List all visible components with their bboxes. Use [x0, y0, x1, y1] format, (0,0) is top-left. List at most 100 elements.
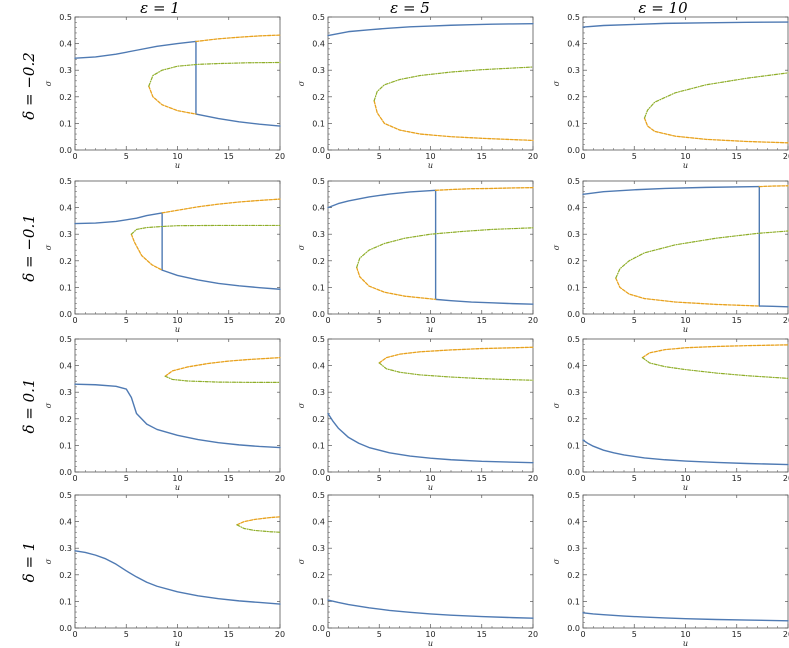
x-tick-label: 15: [477, 152, 487, 161]
x-tick-label: 5: [632, 316, 637, 325]
x-tick-label: 10: [425, 152, 435, 161]
series-line-solid: [74, 383, 281, 449]
series-line-dashed: [356, 266, 437, 301]
x-tick-label: 15: [732, 152, 742, 161]
x-tick-label: 20: [275, 630, 285, 639]
plot-frame: [327, 180, 534, 315]
y-tick-label: 0.4: [59, 518, 72, 527]
x-tick-label: 5: [632, 152, 637, 161]
plot-frame: [327, 494, 534, 629]
row-header-4: δ = 1: [20, 542, 38, 583]
x-tick-label: 0: [580, 630, 585, 639]
y-tick-label: 0.3: [567, 388, 580, 397]
series-line-dashed: [130, 233, 163, 271]
series-line-solid: [582, 439, 789, 466]
x-axis-label: u: [175, 639, 180, 648]
plot-frame: [74, 494, 281, 629]
x-tick-label: 0: [72, 316, 77, 325]
y-tick-label: 0.2: [59, 93, 72, 102]
x-tick-label: 0: [72, 630, 77, 639]
row-header-3: δ = 0.1: [20, 379, 38, 434]
y-tick-label: 0.2: [567, 415, 580, 424]
x-tick-label: 10: [425, 474, 435, 483]
y-tick-label: 0.4: [59, 362, 72, 371]
series-line-dashdot: [164, 375, 281, 383]
series-line-dashed: [378, 346, 534, 364]
series-line-solid: [758, 305, 789, 308]
y-tick-label: 0.4: [567, 204, 580, 213]
panel-r4-c3: 0 5 10 15 20 0.0 0.1 0.2 0.3 0.4 0.5 u σ: [552, 491, 789, 648]
x-tick-label: 5: [377, 474, 382, 483]
panel-r1-c3: 0 5 10 15 20 0.0 0.1 0.2 0.3 0.4 0.5 u σ: [552, 13, 789, 170]
y-tick-label: 0.4: [567, 40, 580, 49]
x-tick-label: 5: [632, 474, 637, 483]
x-tick-label: 20: [528, 152, 538, 161]
y-axis-label: σ: [297, 80, 306, 86]
panel-r4-c1: 0 5 10 15 20 0.0 0.1 0.2 0.3 0.4 0.5 u σ: [44, 491, 285, 648]
y-tick-label: 0.1: [59, 597, 72, 606]
series-line-dashed: [161, 198, 281, 214]
y-tick-label: 0.3: [312, 388, 325, 397]
series-line-dashdot: [643, 72, 789, 119]
x-tick-label: 5: [124, 152, 129, 161]
y-tick-label: 0.3: [59, 388, 72, 397]
x-tick-label: 5: [124, 630, 129, 639]
y-tick-label: 0.1: [567, 119, 580, 128]
series-line-solid: [74, 40, 197, 59]
y-tick-label: 0.4: [312, 204, 325, 213]
series-line-dashdot: [373, 66, 534, 102]
column-header-2: ε = 5: [390, 0, 430, 17]
x-tick-label: 10: [425, 316, 435, 325]
plot-frame: [327, 16, 534, 151]
x-tick-label: 10: [680, 316, 690, 325]
y-tick-label: 0.4: [59, 204, 72, 213]
y-tick-label: 0.0: [312, 310, 325, 319]
y-tick-label: 0.5: [312, 13, 325, 22]
y-tick-label: 0.2: [59, 571, 72, 580]
series-line-solid: [327, 189, 437, 209]
x-tick-label: 15: [224, 474, 234, 483]
y-axis-label: σ: [297, 558, 306, 564]
x-tick-label: 10: [425, 630, 435, 639]
x-tick-label: 5: [632, 630, 637, 639]
x-tick-label: 15: [224, 152, 234, 161]
series-line-solid: [74, 550, 281, 605]
x-axis-label: u: [683, 161, 688, 170]
x-tick-label: 15: [224, 630, 234, 639]
plot-frame: [582, 16, 789, 151]
y-tick-label: 0.5: [567, 177, 580, 186]
x-axis-label: u: [428, 483, 433, 492]
y-tick-label: 0.3: [567, 66, 580, 75]
panel-r1-c1: 0 5 10 15 20 0.0 0.1 0.2 0.3 0.4 0.5 u σ: [44, 13, 285, 170]
x-tick-label: 20: [783, 630, 789, 639]
y-tick-label: 0.2: [567, 257, 580, 266]
y-tick-label: 0.0: [59, 624, 72, 633]
y-tick-label: 0.1: [59, 441, 72, 450]
x-tick-label: 5: [124, 316, 129, 325]
y-axis-label: σ: [552, 402, 561, 408]
y-axis-label: σ: [552, 244, 561, 250]
x-tick-label: 20: [528, 474, 538, 483]
x-tick-label: 0: [72, 152, 77, 161]
y-tick-label: 0.4: [59, 40, 72, 49]
series-line-dashed: [615, 277, 760, 307]
x-axis-label: u: [428, 325, 433, 334]
series-line-dashed: [148, 85, 197, 115]
y-tick-label: 0.1: [59, 119, 72, 128]
series-line-dashdot: [236, 524, 281, 533]
series-line-dashdot: [356, 227, 534, 269]
y-tick-label: 0.1: [312, 283, 325, 292]
y-tick-label: 0.2: [312, 571, 325, 580]
panel-r1-c2: 0 5 10 15 20 0.0 0.1 0.2 0.3 0.4 0.5 u σ: [297, 13, 538, 170]
y-tick-label: 0.1: [312, 597, 325, 606]
y-tick-label: 0.2: [59, 257, 72, 266]
panel-r4-c2: 0 5 10 15 20 0.0 0.1 0.2 0.3 0.4 0.5 u σ: [297, 491, 538, 648]
x-tick-label: 0: [580, 474, 585, 483]
y-tick-label: 0.0: [59, 468, 72, 477]
x-axis-label: u: [683, 483, 688, 492]
y-tick-label: 0.5: [59, 13, 72, 22]
y-tick-label: 0.0: [312, 468, 325, 477]
panel-r3-c1: 0 5 10 15 20 0.0 0.1 0.2 0.3 0.4 0.5 u σ: [44, 335, 285, 492]
y-tick-label: 0.5: [59, 177, 72, 186]
y-tick-label: 0.4: [312, 518, 325, 527]
